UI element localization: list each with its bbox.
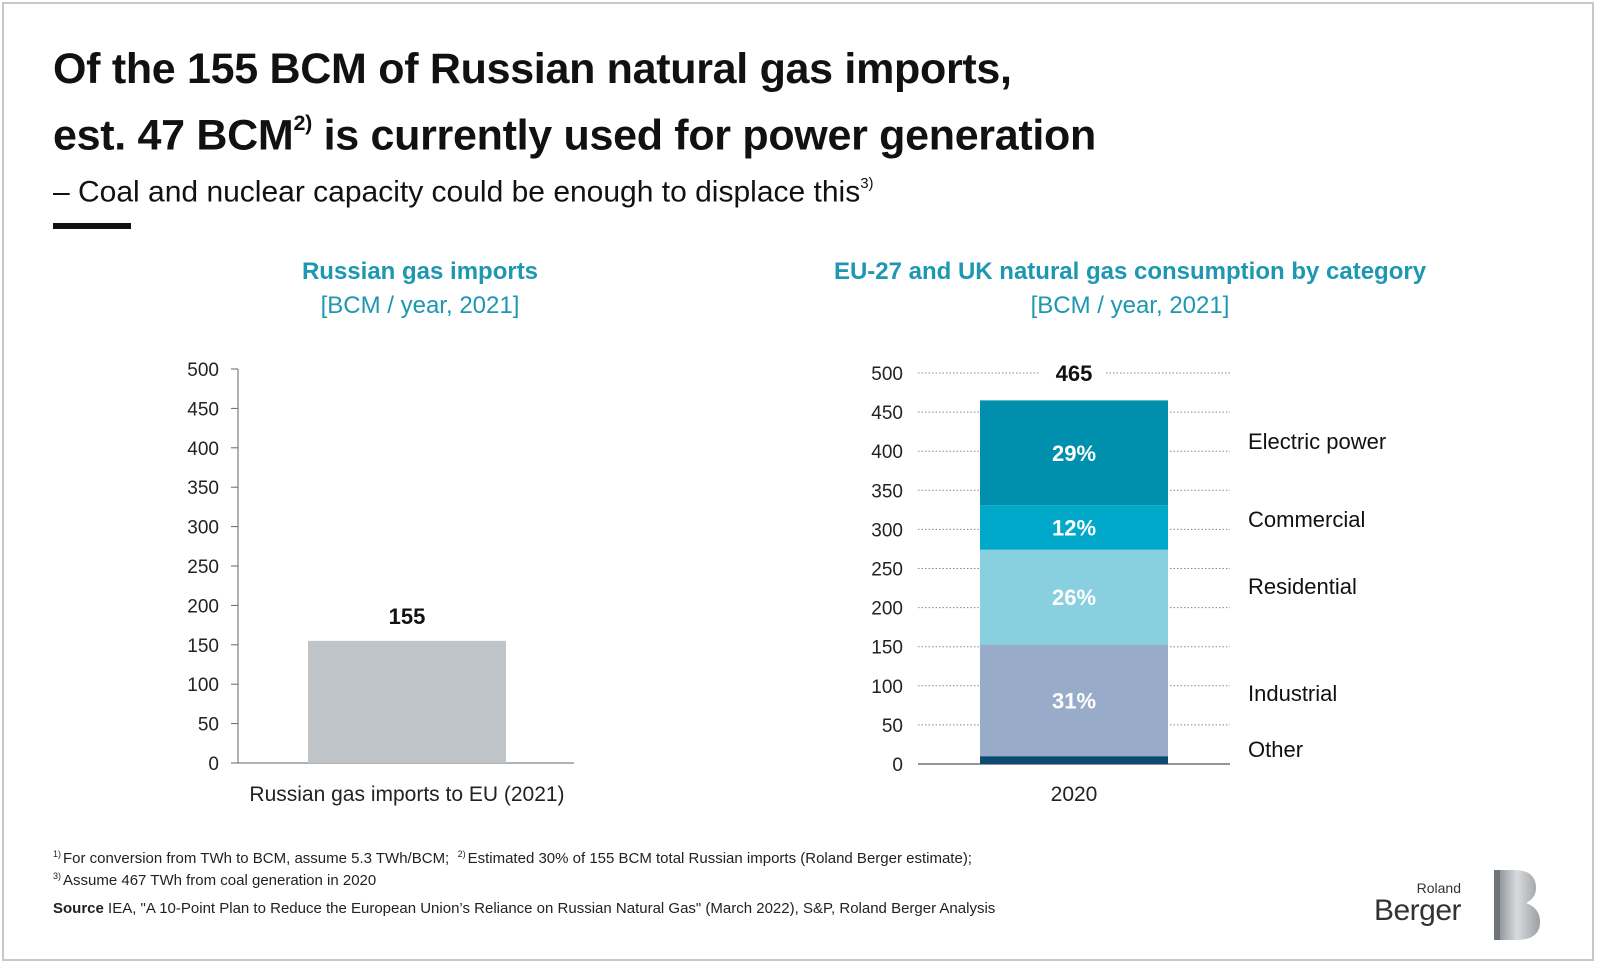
slide-subtitle: – Coal and nuclear capacity could be eno…	[53, 164, 874, 213]
right-chart-unit: [BCM / year, 2021]	[1030, 292, 1230, 319]
roland-berger-logo: Roland Berger	[1374, 866, 1550, 941]
left-chart-bar-value-label: 155	[389, 604, 426, 629]
right-chart-segment-other	[980, 756, 1168, 764]
footnote-3: Assume 467 TWh from coal generation in 2…	[63, 872, 377, 889]
right-chart-segment-electric-power	[980, 400, 1168, 506]
left-chart-bar	[308, 640, 506, 763]
right-chart-legend-label: Other	[1248, 737, 1303, 762]
right-chart-segment-residential	[980, 549, 1168, 645]
logo-text-berger: Berger	[1373, 894, 1462, 927]
right-chart-y-tick-label: 0	[892, 755, 903, 776]
left-chart-y-tick-label: 150	[187, 636, 219, 657]
source-label: Source	[53, 900, 104, 917]
title-line-2-start: est. 47 BCM	[53, 111, 294, 160]
title-line-1: Of the 155 BCM of Russian natural gas im…	[53, 45, 1012, 93]
source-text: IEA, "A 10-Point Plan to Reduce the Euro…	[103, 900, 996, 917]
right-chart-segment-label: 26%	[1052, 585, 1096, 610]
slide-title: Of the 155 BCM of Russian natural gas im…	[53, 42, 1096, 162]
right-chart-y-tick-label: 350	[871, 481, 903, 502]
logo-b-mark-icon	[1494, 870, 1540, 940]
left-chart-category-label: Russian gas imports to EU (2021)	[249, 783, 564, 806]
subtitle-text: – Coal and nuclear capacity could be eno…	[53, 175, 861, 209]
left-chart-y-tick-label: 50	[198, 715, 219, 736]
right-chart-title: EU-27 and UK natural gas consumption by …	[833, 258, 1427, 285]
right-chart-legend-label: Electric power	[1248, 429, 1386, 454]
left-chart-unit: [BCM / year, 2021]	[320, 292, 520, 319]
right-chart-segment-commercial	[980, 505, 1168, 550]
right-chart-y-tick-label: 450	[871, 403, 903, 424]
left-chart-title: Russian gas imports	[301, 258, 539, 285]
title-footnote-mark: 2)	[293, 111, 312, 135]
right-chart-heading: EU-27 and UK natural gas consumption by …	[780, 255, 1480, 323]
title-underline	[53, 223, 131, 229]
right-chart-y-tick-label: 100	[871, 677, 903, 698]
left-chart-heading: Russian gas imports [BCM / year, 2021]	[230, 255, 610, 323]
footnotes-line-2: 3) Assume 467 TWh from coal generation in…	[53, 866, 376, 891]
right-chart-y-tick-label: 250	[871, 560, 903, 581]
right-chart-y-tick-label: 150	[871, 638, 903, 659]
footnote-3-mark: 3)	[53, 871, 62, 881]
left-chart-y-tick-label: 200	[187, 596, 219, 617]
footnotes-line-1: 1) For conversion from TWh to BCM, assume…	[53, 844, 972, 869]
left-chart-y-tick-label: 500	[187, 360, 219, 381]
source-line: Source IEA, "A 10-Point Plan to Reduce t…	[53, 899, 995, 919]
left-chart-y-tick-label: 100	[187, 675, 219, 696]
right-chart-y-tick-label: 300	[871, 520, 903, 541]
footnote-1: For conversion from TWh to BCM, assume 5…	[63, 850, 450, 867]
right-chart-segment-industrial	[980, 644, 1168, 757]
subtitle-footnote-mark: 3)	[860, 175, 874, 192]
title-line-2-end: is currently used for power generation	[311, 111, 1097, 160]
left-chart-y-tick-label: 0	[208, 754, 219, 775]
right-chart-legend-label: Commercial	[1248, 507, 1365, 532]
left-chart-y-tick-label: 350	[187, 478, 219, 499]
right-chart-y-tick-label: 400	[871, 442, 903, 463]
right-chart-segment-label: 12%	[1052, 515, 1096, 540]
left-chart-y-tick-label: 400	[187, 439, 219, 460]
logo-text-roland: Roland	[1416, 880, 1461, 896]
footnote-2: Estimated 30% of 155 BCM total Russian i…	[467, 850, 972, 867]
right-chart-y-tick-label: 500	[871, 364, 903, 385]
footnote-2-mark: 2)	[457, 849, 466, 859]
right-chart-total-label: 465	[1056, 361, 1093, 386]
left-chart-y-tick-label: 250	[187, 557, 219, 578]
right-chart-category-label: 2020	[1051, 783, 1098, 806]
right-chart-y-tick-label: 200	[871, 599, 903, 620]
left-chart-y-tick-label: 450	[187, 399, 219, 420]
right-chart-segment-label: 29%	[1052, 441, 1096, 466]
right-chart-segment-label: 31%	[1052, 688, 1096, 713]
footnote-1-mark: 1)	[53, 849, 62, 859]
right-chart-legend-label: Residential	[1248, 574, 1357, 599]
right-chart-legend-label: Industrial	[1248, 681, 1337, 706]
right-chart-y-tick-label: 50	[882, 716, 903, 737]
left-chart-y-tick-label: 300	[187, 518, 219, 539]
